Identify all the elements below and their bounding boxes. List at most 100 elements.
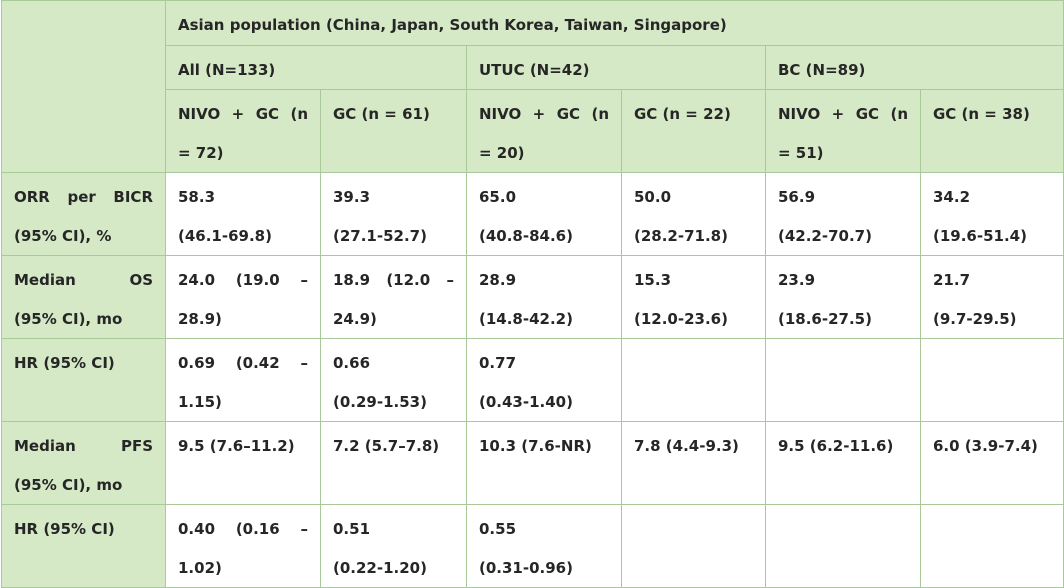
- population-header: Asian population (China, Japan, South Ko…: [165, 0, 1064, 46]
- cell-line2: (40.8-84.6): [479, 226, 573, 245]
- data-cell: 0.77 (0.43-1.40): [466, 338, 622, 422]
- corner-cell: [1, 0, 166, 173]
- row-label-line2: (95% CI), %: [14, 226, 112, 245]
- header-row-population: Asian population (China, Japan, South Ko…: [1, 0, 1064, 173]
- data-cell: 34.2 (19.6-51.4): [920, 172, 1064, 256]
- data-cell: 21.7 (9.7-29.5): [920, 255, 1064, 339]
- table-row-hr-os: HR (95% CI) 0.69 (0.42 – 1.15) 0.66 (0.2…: [1, 338, 1064, 422]
- cell-line2: (28.2-71.8): [634, 226, 728, 245]
- empty-cell: [621, 338, 766, 422]
- data-cell: 9.5 (7.6–11.2): [165, 421, 321, 505]
- table-row-orr: ORR per BICR (95% CI), % 58.3 (46.1-69.8…: [1, 172, 1064, 256]
- data-cell: 39.3 (27.1-52.7): [320, 172, 467, 256]
- group-header-bc: BC (N=89): [765, 44, 1064, 90]
- data-cell: 0.66 (0.29-1.53): [320, 338, 467, 422]
- arm-label-line1: NIVO + GC (n: [178, 105, 308, 123]
- cell-line2: 28.9): [178, 309, 222, 328]
- data-cell: 6.0 (3.9-7.4): [920, 421, 1064, 505]
- data-cell: 23.9 (18.6-27.5): [765, 255, 921, 339]
- data-cell: 15.3 (12.0-23.6): [621, 255, 766, 339]
- cell-line2: (46.1-69.8): [178, 226, 272, 245]
- arm-header: GC (n = 38): [920, 89, 1064, 173]
- row-label: Median OS (95% CI), mo: [1, 255, 166, 339]
- row-label-line1: ORR per BICR: [14, 188, 153, 206]
- table-row-median-os: Median OS (95% CI), mo 24.0 (19.0 – 28.9…: [1, 255, 1064, 339]
- cell-line1: 39.3: [333, 188, 371, 206]
- data-cell: 24.0 (19.0 – 28.9): [165, 255, 321, 339]
- row-label: ORR per BICR (95% CI), %: [1, 172, 166, 256]
- cell-line1: 0.55: [479, 520, 517, 538]
- data-cell: 58.3 (46.1-69.8): [165, 172, 321, 256]
- cell-line2: (19.6-51.4): [933, 226, 1027, 245]
- cell-line2: (42.2-70.7): [778, 226, 872, 245]
- data-cell: 50.0 (28.2-71.8): [621, 172, 766, 256]
- cell-line1: 15.3: [634, 271, 672, 289]
- empty-cell: [621, 504, 766, 588]
- cell-line2: (18.6-27.5): [778, 309, 872, 328]
- row-label-line2: (95% CI), mo: [14, 475, 123, 494]
- group-label: UTUC (N=42): [479, 60, 590, 79]
- group-label: All (N=133): [178, 60, 276, 79]
- cell-line2: (27.1-52.7): [333, 226, 427, 245]
- arm-header: GC (n = 61): [320, 89, 467, 173]
- empty-cell: [920, 504, 1064, 588]
- group-label: BC (N=89): [778, 60, 866, 79]
- data-cell: 56.9 (42.2-70.7): [765, 172, 921, 256]
- row-label-line1: Median OS: [14, 271, 153, 289]
- cell-line1: 9.5 (7.6–11.2): [178, 437, 295, 455]
- cell-line2: (0.29-1.53): [333, 392, 427, 411]
- arm-label-line2: = 51): [778, 143, 824, 162]
- arm-label-line1: NIVO + GC (n: [778, 105, 908, 123]
- row-label-line1: HR (95% CI): [14, 354, 115, 372]
- arm-header: GC (n = 22): [621, 89, 766, 173]
- arm-header: NIVO + GC (n = 72): [165, 89, 321, 173]
- arm-label-line1: GC (n = 38): [933, 105, 1030, 123]
- arm-header: NIVO + GC (n = 51): [765, 89, 921, 173]
- cell-line2: 24.9): [333, 309, 377, 328]
- cell-line2: (0.22-1.20): [333, 558, 427, 577]
- arm-label-line1: NIVO + GC (n: [479, 105, 609, 123]
- row-label-line1: HR (95% CI): [14, 520, 115, 538]
- row-label-line2: (95% CI), mo: [14, 309, 123, 328]
- cell-line1: 24.0 (19.0 –: [178, 271, 308, 289]
- cell-line1: 9.5 (6.2-11.6): [778, 437, 894, 455]
- data-cell: 7.8 (4.4-9.3): [621, 421, 766, 505]
- row-label-line1: Median PFS: [14, 437, 153, 455]
- empty-cell: [765, 504, 921, 588]
- data-cell: 9.5 (6.2-11.6): [765, 421, 921, 505]
- data-cell: 0.69 (0.42 – 1.15): [165, 338, 321, 422]
- data-cell: 65.0 (40.8-84.6): [466, 172, 622, 256]
- data-cell: 0.51 (0.22-1.20): [320, 504, 467, 588]
- arm-label-line1: GC (n = 22): [634, 105, 731, 123]
- header-row-arms: NIVO + GC (n = 72) GC (n = 61) NIVO + GC…: [2, 89, 1064, 173]
- cell-line2: 1.02): [178, 558, 222, 577]
- cell-line1: 6.0 (3.9-7.4): [933, 437, 1038, 455]
- data-cell: 28.9 (14.8-42.2): [466, 255, 622, 339]
- arm-label-line2: = 20): [479, 143, 525, 162]
- cell-line2: 1.15): [178, 392, 222, 411]
- cell-line1: 7.8 (4.4-9.3): [634, 437, 739, 455]
- row-label: Median PFS (95% CI), mo: [1, 421, 166, 505]
- cell-line2: (0.31-0.96): [479, 558, 573, 577]
- cell-line1: 0.69 (0.42 –: [178, 354, 308, 372]
- table-row-hr-pfs: HR (95% CI) 0.40 (0.16 – 1.02) 0.51 (0.2…: [1, 504, 1064, 588]
- cell-line1: 65.0: [479, 188, 517, 206]
- arm-label-line1: GC (n = 61): [333, 105, 430, 123]
- cell-line1: 0.66: [333, 354, 371, 372]
- cell-line1: 0.40 (0.16 –: [178, 520, 308, 538]
- data-cell: 18.9 (12.0 – 24.9): [320, 255, 467, 339]
- cell-line1: 28.9: [479, 271, 517, 289]
- data-cell: 0.55 (0.31-0.96): [466, 504, 622, 588]
- cell-line2: (9.7-29.5): [933, 309, 1017, 328]
- cell-line1: 0.77: [479, 354, 517, 372]
- group-header-utuc: UTUC (N=42): [466, 44, 766, 90]
- population-label: Asian population (China, Japan, South Ko…: [178, 16, 727, 34]
- cell-line2: (14.8-42.2): [479, 309, 573, 328]
- arm-label-line2: = 72): [178, 143, 224, 162]
- cell-line1: 18.9 (12.0 –: [333, 271, 454, 289]
- cell-line1: 56.9: [778, 188, 816, 206]
- arm-header: NIVO + GC (n = 20): [466, 89, 622, 173]
- group-header-all: All (N=133): [165, 44, 467, 90]
- data-cell: 0.40 (0.16 – 1.02): [165, 504, 321, 588]
